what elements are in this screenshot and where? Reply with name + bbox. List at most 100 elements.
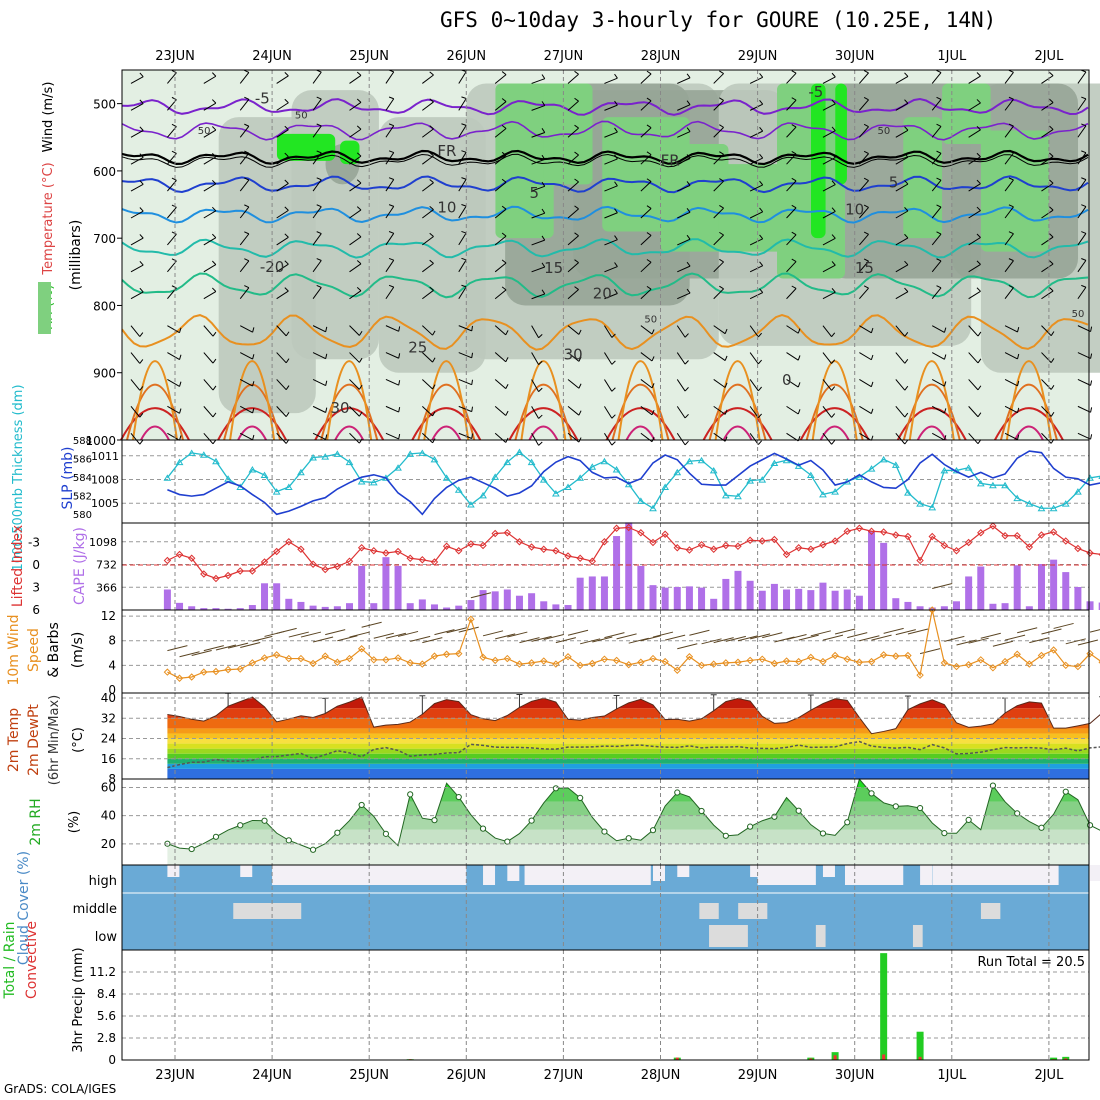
wind-barb	[203, 379, 214, 391]
contour-label: 50	[644, 314, 657, 325]
contour-label: 10	[845, 201, 864, 219]
wind-barb-flag	[904, 233, 909, 239]
thickness-point	[989, 481, 997, 489]
wind-barb	[422, 209, 434, 219]
cloud-high-gap	[750, 865, 763, 877]
wind-barb-flag	[244, 150, 250, 154]
surface-wind-barb	[580, 638, 601, 645]
lifted-index-point	[540, 545, 548, 553]
wind-barb	[385, 98, 395, 111]
wind-speed-point	[479, 653, 487, 662]
surface-wind-barb	[895, 629, 916, 636]
surface-wind-barb	[422, 637, 443, 644]
rh-point	[965, 816, 972, 823]
wind-speed-point	[321, 652, 329, 660]
surface-wind-barb	[822, 634, 844, 641]
wind-barb	[931, 260, 942, 273]
wind-barb-flag	[284, 233, 289, 238]
cloud-high-gap	[677, 865, 690, 877]
wind-barb	[567, 325, 580, 335]
surface-wind-barb	[288, 631, 309, 638]
rh-point	[649, 827, 657, 834]
wind-barb-flag	[501, 205, 507, 210]
cape-bar	[515, 595, 523, 610]
wind-barb-flag	[179, 327, 182, 333]
wind-barb-flag	[538, 387, 543, 392]
cloud-middle-gap	[738, 903, 768, 919]
wind-barb	[640, 208, 652, 219]
wind-barb-flag	[171, 231, 177, 235]
wind-barb-flag	[139, 439, 144, 445]
rh-point	[892, 803, 899, 810]
lifted-index-point	[187, 554, 196, 562]
wind-barb	[822, 406, 832, 418]
wind-barb	[1004, 260, 1014, 273]
lifted-index-point	[200, 570, 208, 578]
cape-bar	[868, 531, 876, 610]
wind-barb	[895, 129, 909, 138]
wind-barb-flag	[316, 284, 322, 288]
wind-barb	[567, 181, 579, 192]
wind-barb	[349, 236, 362, 246]
wind-barb-flag	[461, 204, 467, 207]
wind-barb	[531, 132, 545, 138]
wind-barb	[859, 72, 869, 84]
wind-barb-flag	[651, 410, 655, 415]
wind-barb-flag	[171, 150, 177, 154]
wind-barb	[640, 181, 652, 192]
thickness-point	[904, 489, 912, 496]
isotherm-loop	[896, 407, 967, 441]
wind-barb	[677, 158, 691, 165]
surface-wind-barb	[215, 644, 237, 651]
wind-barb-flag	[614, 289, 618, 294]
cape-bar	[770, 583, 778, 610]
rh-region	[291, 90, 379, 360]
wind-barb-flag	[316, 231, 322, 235]
wind-barb-flag	[139, 207, 144, 212]
isotherm-loop	[528, 425, 559, 441]
wind-speed-point	[916, 671, 924, 679]
contour-label: 15	[855, 259, 874, 277]
wind-speed-point	[430, 652, 439, 660]
precip-tick-label: 2.8	[97, 1031, 116, 1045]
wind-speed-point	[1013, 650, 1021, 658]
isotherm-loop	[508, 407, 579, 441]
wind-speed-point	[236, 665, 244, 673]
wind-barb	[130, 130, 144, 138]
isotherm-loop	[431, 425, 462, 441]
wind-barb	[167, 432, 180, 441]
wind-barb	[421, 405, 433, 417]
wind-barb	[786, 99, 797, 111]
isotherm-loop	[514, 383, 573, 441]
wind-barb	[276, 236, 289, 246]
wind-barb-flag	[316, 69, 322, 73]
cape-bar	[710, 598, 718, 610]
wind-speed-point	[807, 653, 815, 662]
isotherm-loop	[799, 407, 870, 441]
wind-barb	[968, 290, 981, 300]
cloud-low-gap	[815, 925, 826, 947]
wind-barb-flag	[285, 358, 290, 364]
thickness-point	[928, 503, 937, 511]
wind-barb-flag	[797, 328, 801, 334]
wind-barb	[385, 259, 395, 273]
thickness-point	[248, 466, 257, 473]
wind-barb-flag	[574, 178, 579, 183]
wind-barb-flag	[171, 285, 177, 289]
page-title: GFS 0~10day 3-hourly for GOURE (10.25E, …	[440, 8, 997, 32]
wind-barb-flag	[211, 126, 217, 131]
wind-barb	[895, 432, 906, 445]
rh-point	[674, 789, 681, 796]
wind-barb	[385, 325, 399, 332]
wind-barb	[458, 259, 467, 273]
wind-barb-flag	[171, 258, 177, 262]
wind-barb-flag	[538, 414, 543, 419]
wind-barb	[130, 406, 141, 418]
wind-barb-flag	[1090, 326, 1093, 332]
cape-bar	[965, 576, 973, 610]
wind-barb	[239, 179, 250, 192]
cape-bar	[1025, 606, 1033, 610]
surface-wind-barb	[859, 635, 880, 642]
cape-bar	[564, 605, 572, 610]
wind-barb-flag	[461, 150, 467, 153]
